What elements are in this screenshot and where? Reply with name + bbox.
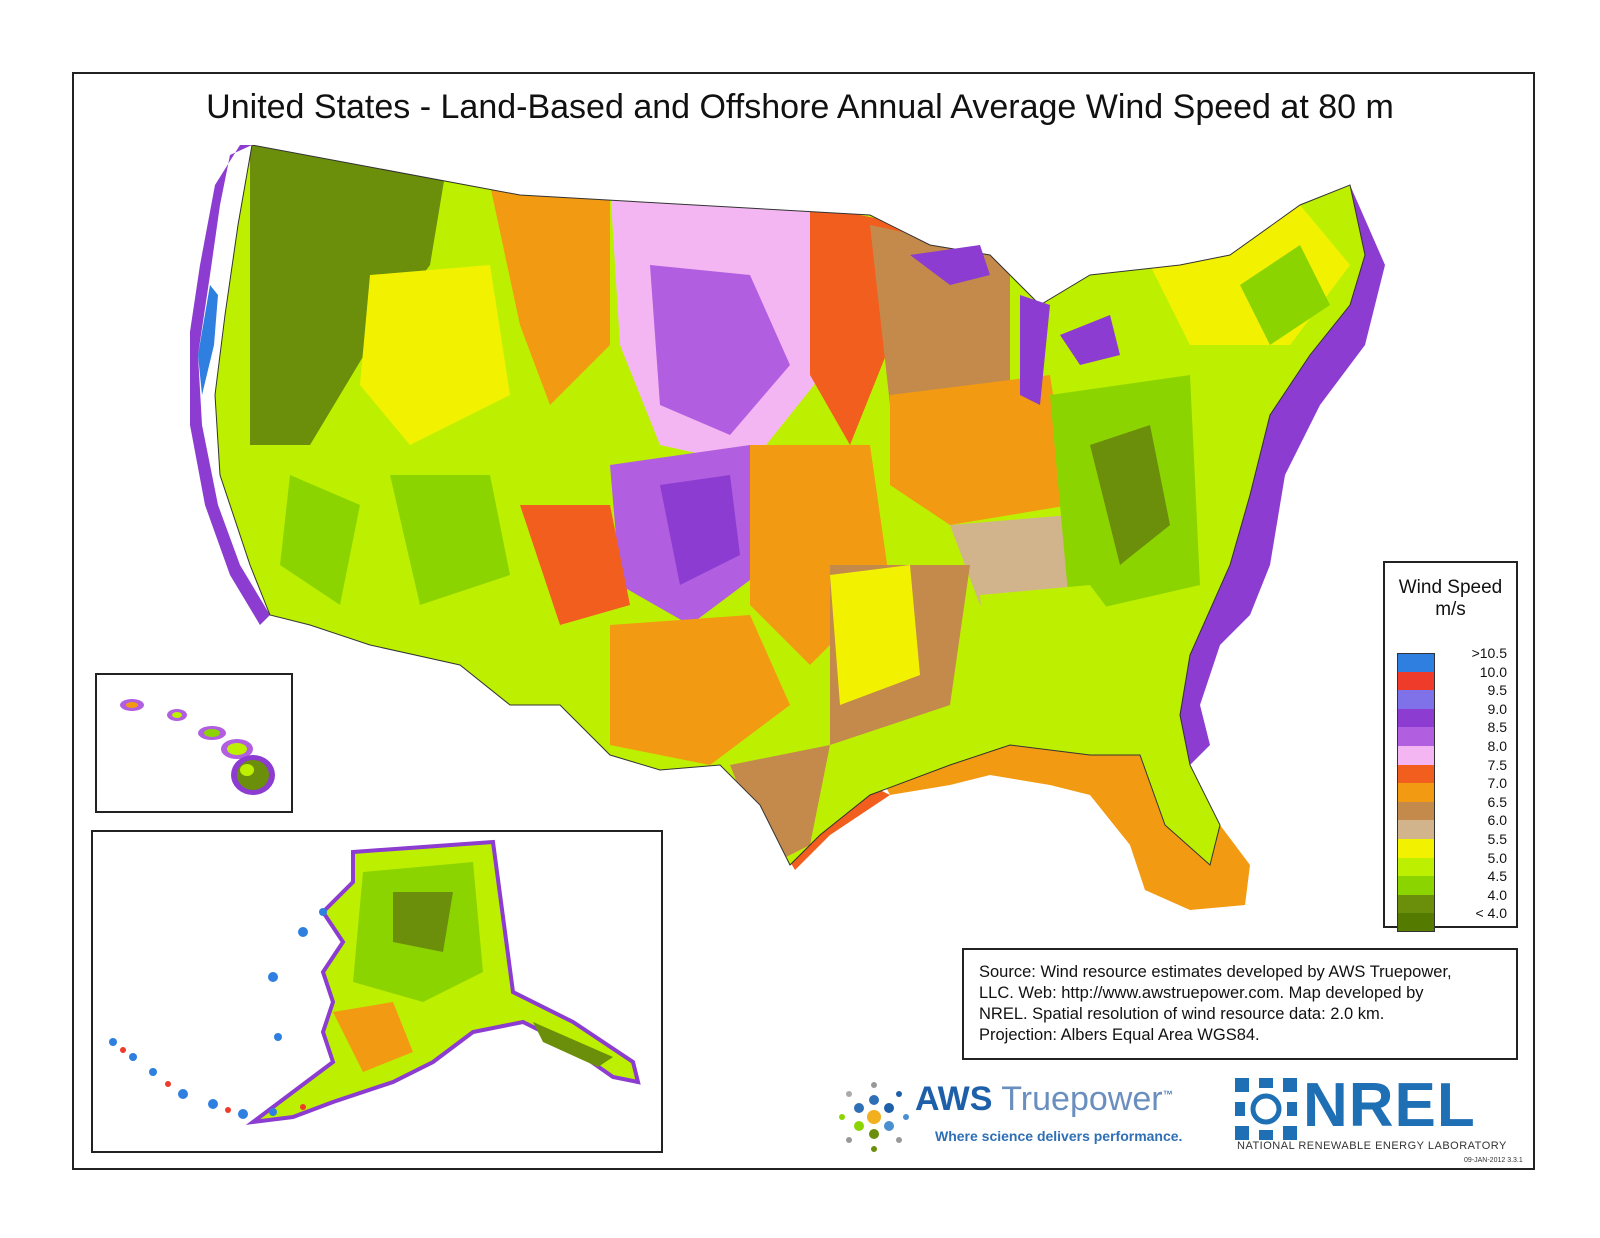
legend-item: 8.5 — [1397, 719, 1507, 746]
legend-label: 8.0 — [1487, 737, 1507, 754]
legend-label: 10.0 — [1479, 663, 1507, 680]
legend-label: 6.0 — [1487, 812, 1507, 829]
legend-swatch — [1397, 764, 1435, 784]
aws-name-light: Truepower — [1001, 1080, 1163, 1118]
legend-swatch — [1397, 838, 1435, 858]
legend-swatch — [1397, 801, 1435, 821]
legend-label: 8.5 — [1487, 719, 1507, 736]
aws-dots-icon — [839, 1082, 909, 1152]
legend-item: 6.0 — [1397, 812, 1507, 839]
legend-label: 5.5 — [1487, 830, 1507, 847]
legend-item: 4.0 — [1397, 886, 1507, 914]
nrel-sun-icon — [1235, 1078, 1297, 1140]
wind-speed-legend: Wind Speed m/s >10.5 10.0 9.5 9.0 8.5 8.0 7.5 7… — [1383, 561, 1518, 932]
alaska-inset — [91, 830, 663, 1153]
nrel-logo: NREL NATIONAL RENEWABLE ENERGY LABORATOR… — [1235, 1071, 1515, 1158]
offshore-hotspot-west — [198, 285, 218, 395]
alaska-map — [109, 839, 641, 1125]
legend-item: 9.0 — [1397, 700, 1507, 728]
legend-label: >10.5 — [1471, 645, 1507, 661]
aws-name: AWS Truepower™ — [915, 1080, 1173, 1119]
legend-swatch — [1397, 894, 1435, 914]
source-line: Source: Wind resource estimates develope… — [979, 963, 1452, 981]
legend-label: 6.5 — [1487, 793, 1507, 810]
map-date-code: 09-JAN-2012 3.3.1 — [1464, 1157, 1523, 1164]
conus-wind-map — [190, 145, 1385, 910]
legend-label: 7.5 — [1487, 756, 1507, 773]
legend-item: 9.5 — [1397, 682, 1507, 709]
legend-label: 7.0 — [1487, 775, 1507, 792]
legend-item: >10.5 — [1397, 645, 1507, 672]
legend-swatch — [1397, 820, 1435, 839]
legend-label: 9.0 — [1487, 700, 1507, 717]
legend-swatch — [1397, 708, 1435, 728]
legend-unit: m/s — [1435, 599, 1466, 620]
great-lakes — [910, 245, 1120, 405]
legend-item: < 4.0 — [1397, 905, 1507, 932]
legend-rows: >10.5 10.0 9.5 9.0 8.5 8.0 7.5 7.0 6.5 6.0 5.5 5.0 4… — [1397, 645, 1507, 932]
aws-truepower-logo: AWS Truepower™ Where science delivers pe… — [835, 1078, 1205, 1158]
map-title: United States - Land-Based and Offshore … — [206, 88, 1394, 126]
legend-title: Wind Speed — [1398, 577, 1503, 598]
legend-item: 4.5 — [1397, 868, 1507, 895]
legend-label: 5.0 — [1487, 849, 1507, 866]
aws-trademark: ™ — [1162, 1089, 1173, 1101]
hawaii-inset — [95, 673, 293, 813]
hawaii-map — [120, 699, 275, 795]
legend-swatch — [1397, 671, 1435, 691]
offshore-band-east — [1180, 185, 1385, 765]
source-line: Projection: Albers Equal Area WGS84. — [979, 1026, 1260, 1044]
conus-land — [215, 145, 1365, 865]
legend-swatch — [1397, 690, 1435, 709]
legend-swatch — [1397, 857, 1435, 877]
nrel-subtitle: NATIONAL RENEWABLE ENERGY LABORATORY — [1237, 1140, 1507, 1152]
source-line: NREL. Spatial resolution of wind resourc… — [979, 1005, 1385, 1023]
legend-swatch — [1397, 876, 1435, 895]
legend-item: 7.5 — [1397, 756, 1507, 784]
offshore-band-gulf — [880, 745, 1250, 910]
nrel-name: NREL — [1303, 1071, 1476, 1140]
legend-swatch — [1397, 745, 1435, 765]
legend-swatch — [1397, 783, 1435, 802]
offshore-band-west — [190, 145, 270, 625]
aws-name-bold: AWS — [915, 1080, 993, 1118]
legend-item: 6.5 — [1397, 793, 1507, 821]
legend-label: 9.5 — [1487, 682, 1507, 699]
legend-label: 4.0 — [1487, 886, 1507, 903]
source-note: Source: Wind resource estimates develope… — [962, 948, 1518, 1060]
source-line: LLC. Web: http://www.awstruepower.com. M… — [979, 984, 1424, 1002]
legend-label: < 4.0 — [1475, 905, 1507, 922]
legend-item: 5.0 — [1397, 849, 1507, 877]
legend-swatch — [1397, 727, 1435, 746]
aws-tagline: Where science delivers performance. — [935, 1128, 1183, 1144]
legend-swatch — [1397, 653, 1435, 672]
legend-item: 8.0 — [1397, 737, 1507, 765]
legend-item: 5.5 — [1397, 830, 1507, 858]
legend-swatch — [1397, 913, 1435, 932]
offshore-band-gulf-inner — [780, 785, 890, 870]
legend-item: 7.0 — [1397, 775, 1507, 802]
legend-item: 10.0 — [1397, 663, 1507, 691]
legend-label: 4.5 — [1487, 868, 1507, 885]
